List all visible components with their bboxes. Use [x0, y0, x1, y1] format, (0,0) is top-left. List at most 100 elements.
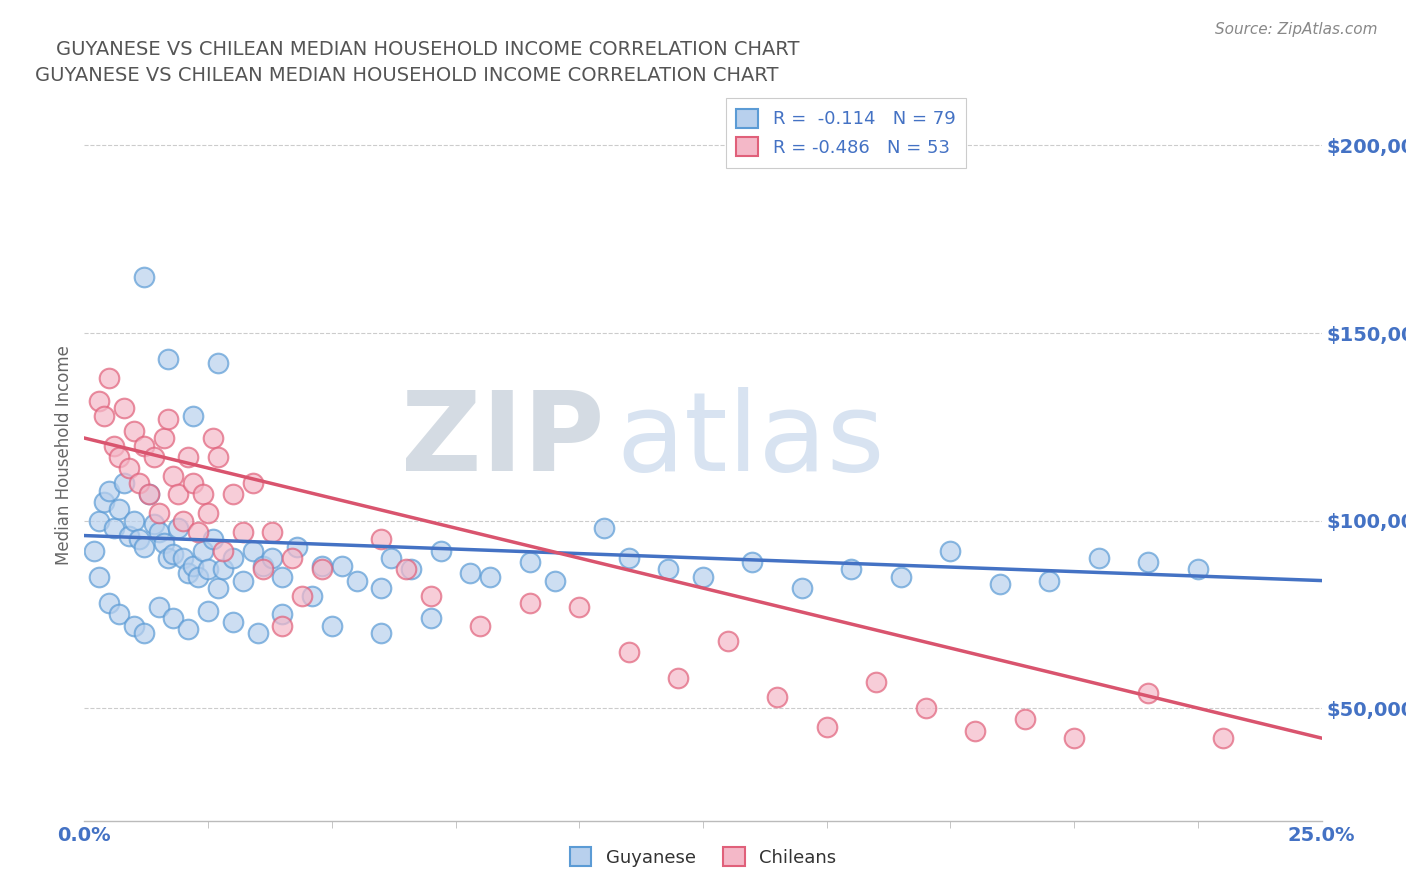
Point — [132, 269, 155, 284]
Point — [103, 438, 125, 452]
Point — [172, 514, 194, 528]
Point — [617, 551, 640, 566]
Point — [271, 618, 294, 632]
Point — [666, 671, 689, 685]
Point — [122, 618, 145, 632]
Point — [914, 701, 936, 715]
Point — [112, 476, 135, 491]
Point — [148, 599, 170, 614]
Point — [202, 431, 225, 445]
Point — [148, 524, 170, 539]
Point — [191, 487, 214, 501]
Point — [89, 570, 111, 584]
Point — [187, 570, 209, 584]
Point — [197, 506, 219, 520]
Legend: Guyanese, Chileans: Guyanese, Chileans — [562, 840, 844, 874]
Point — [181, 558, 204, 573]
Point — [271, 570, 294, 584]
Point — [1014, 712, 1036, 726]
Point — [370, 626, 392, 640]
Point — [162, 547, 184, 561]
Point — [222, 615, 245, 629]
Point — [132, 626, 155, 640]
Text: GUYANESE VS CHILEAN MEDIAN HOUSEHOLD INCOME CORRELATION CHART: GUYANESE VS CHILEAN MEDIAN HOUSEHOLD INC… — [35, 66, 779, 85]
Point — [380, 551, 402, 566]
Point — [1088, 551, 1111, 566]
Text: Source: ZipAtlas.com: Source: ZipAtlas.com — [1215, 22, 1378, 37]
Point — [519, 596, 541, 610]
Text: ZIP: ZIP — [401, 387, 605, 494]
Point — [93, 495, 115, 509]
Point — [262, 524, 284, 539]
Point — [285, 540, 308, 554]
Point — [692, 570, 714, 584]
Point — [741, 555, 763, 569]
Point — [1137, 686, 1160, 700]
Point — [128, 533, 150, 547]
Point — [132, 438, 155, 452]
Point — [138, 487, 160, 501]
Point — [118, 528, 141, 542]
Point — [470, 618, 492, 632]
Point — [617, 645, 640, 659]
Point — [1063, 731, 1085, 745]
Point — [132, 540, 155, 554]
Point — [460, 566, 482, 580]
Point — [181, 409, 204, 423]
Point — [262, 551, 284, 566]
Point — [593, 521, 616, 535]
Point — [271, 607, 294, 622]
Point — [222, 551, 245, 566]
Point — [232, 524, 254, 539]
Point — [152, 431, 174, 445]
Point — [157, 551, 180, 566]
Point — [865, 674, 887, 689]
Point — [717, 633, 740, 648]
Point — [399, 562, 422, 576]
Point — [152, 536, 174, 550]
Point — [212, 543, 235, 558]
Legend: R =  -0.114   N = 79, R = -0.486   N = 53: R = -0.114 N = 79, R = -0.486 N = 53 — [725, 98, 966, 168]
Point — [965, 723, 987, 738]
Point — [89, 514, 111, 528]
Point — [395, 562, 418, 576]
Point — [108, 502, 131, 516]
Point — [122, 424, 145, 438]
Point — [177, 566, 200, 580]
Point — [167, 487, 190, 501]
Point — [167, 521, 190, 535]
Point — [177, 623, 200, 637]
Point — [98, 371, 121, 385]
Point — [370, 581, 392, 595]
Point — [103, 521, 125, 535]
Point — [519, 555, 541, 569]
Point — [429, 543, 451, 558]
Point — [988, 577, 1011, 591]
Point — [291, 589, 314, 603]
Point — [321, 618, 343, 632]
Point — [118, 461, 141, 475]
Point — [108, 450, 131, 464]
Point — [311, 562, 333, 576]
Point — [202, 533, 225, 547]
Point — [370, 533, 392, 547]
Point — [108, 607, 131, 622]
Point — [142, 517, 165, 532]
Point — [890, 570, 912, 584]
Point — [89, 393, 111, 408]
Point — [841, 562, 863, 576]
Point — [311, 558, 333, 573]
Point — [162, 468, 184, 483]
Point — [568, 599, 591, 614]
Point — [939, 543, 962, 558]
Point — [207, 581, 229, 595]
Point — [93, 409, 115, 423]
Point — [112, 401, 135, 415]
Point — [252, 562, 274, 576]
Point — [172, 551, 194, 566]
Point — [177, 450, 200, 464]
Point — [162, 611, 184, 625]
Y-axis label: Median Household Income: Median Household Income — [55, 345, 73, 565]
Point — [222, 487, 245, 501]
Point — [479, 570, 502, 584]
